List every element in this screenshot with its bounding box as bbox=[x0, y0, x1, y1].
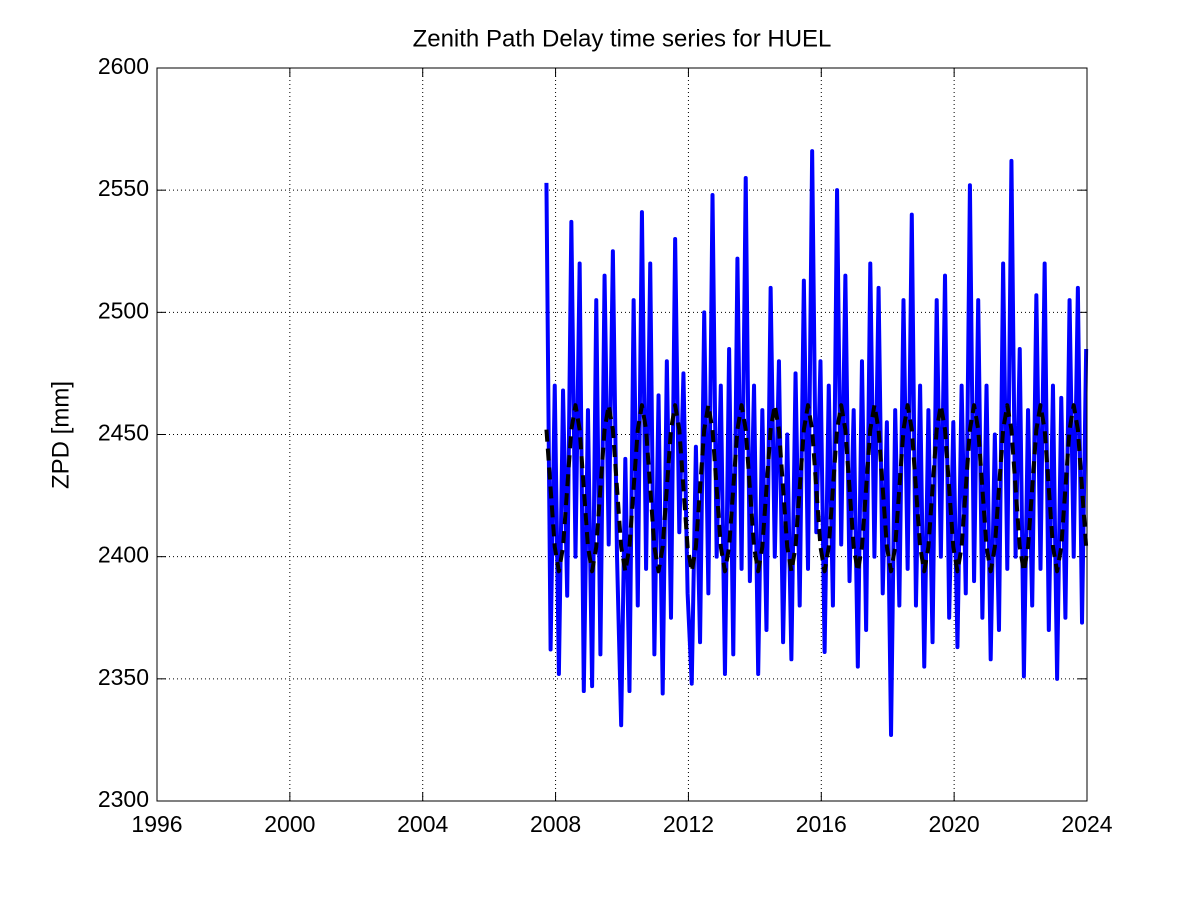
x-tick-label: 2008 bbox=[530, 811, 581, 837]
y-tick-label: 2600 bbox=[98, 53, 149, 79]
y-tick-label: 2400 bbox=[98, 542, 149, 568]
x-tick-label: 2012 bbox=[663, 811, 714, 837]
x-tick-label: 2016 bbox=[796, 811, 847, 837]
chart-title: Zenith Path Delay time series for HUEL bbox=[413, 25, 832, 52]
x-tick-label: 2020 bbox=[929, 811, 980, 837]
x-tick-label: 1996 bbox=[131, 811, 182, 837]
fit-line bbox=[544, 403, 1089, 574]
x-tick-label: 2004 bbox=[397, 811, 448, 837]
y-tick-label: 2450 bbox=[98, 420, 149, 446]
y-tick-label: 2500 bbox=[98, 297, 149, 323]
x-tick-label: 2024 bbox=[1061, 811, 1112, 837]
axes-box bbox=[156, 67, 1088, 802]
x-tick-label: 2000 bbox=[264, 811, 315, 837]
y-tick-label: 2550 bbox=[98, 175, 149, 201]
y-axis-label: ZPD [mm] bbox=[47, 381, 74, 489]
y-tick-label: 2300 bbox=[98, 786, 149, 812]
y-tick-label: 2350 bbox=[98, 664, 149, 690]
